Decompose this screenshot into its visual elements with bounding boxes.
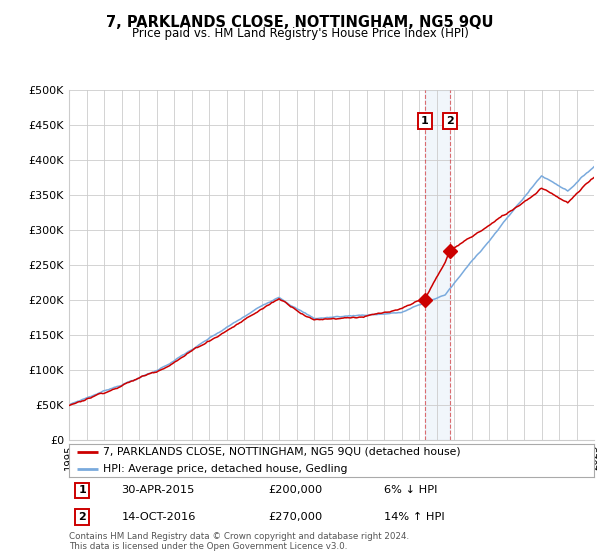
Text: Price paid vs. HM Land Registry's House Price Index (HPI): Price paid vs. HM Land Registry's House … xyxy=(131,27,469,40)
Text: 2: 2 xyxy=(446,116,454,126)
Text: 30-APR-2015: 30-APR-2015 xyxy=(121,486,195,496)
Text: HPI: Average price, detached house, Gedling: HPI: Average price, detached house, Gedl… xyxy=(103,464,347,474)
Text: £270,000: £270,000 xyxy=(269,512,323,522)
Text: 7, PARKLANDS CLOSE, NOTTINGHAM, NG5 9QU: 7, PARKLANDS CLOSE, NOTTINGHAM, NG5 9QU xyxy=(106,15,494,30)
Text: £200,000: £200,000 xyxy=(269,486,323,496)
Text: 6% ↓ HPI: 6% ↓ HPI xyxy=(384,486,437,496)
Text: 7, PARKLANDS CLOSE, NOTTINGHAM, NG5 9QU (detached house): 7, PARKLANDS CLOSE, NOTTINGHAM, NG5 9QU … xyxy=(103,447,461,457)
Text: 14-OCT-2016: 14-OCT-2016 xyxy=(121,512,196,522)
Bar xyxy=(425,90,451,440)
Text: Contains HM Land Registry data © Crown copyright and database right 2024.
This d: Contains HM Land Registry data © Crown c… xyxy=(69,532,409,552)
Text: 2: 2 xyxy=(78,512,86,522)
Text: 14% ↑ HPI: 14% ↑ HPI xyxy=(384,512,445,522)
Text: 1: 1 xyxy=(78,486,86,496)
Text: 1: 1 xyxy=(421,116,428,126)
